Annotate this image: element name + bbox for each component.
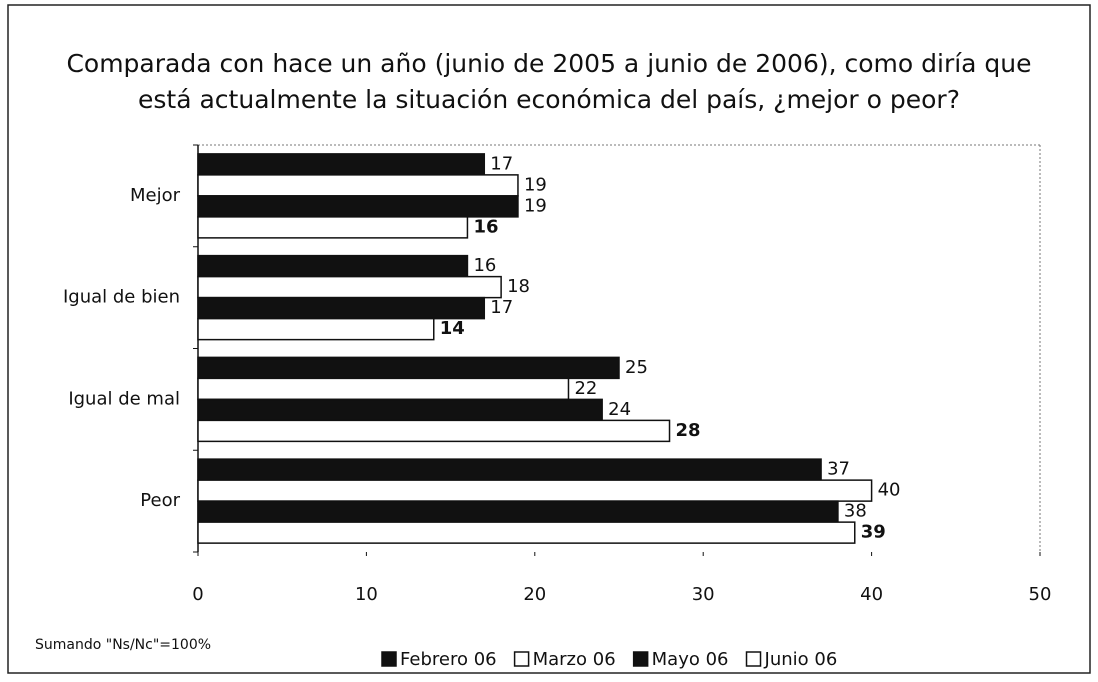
value-label: 37 (827, 459, 850, 480)
y-tick-label: Igual de bien (63, 287, 180, 308)
value-label: 40 (878, 480, 901, 501)
x-tick-label: 10 (355, 584, 378, 605)
x-tick-label: 20 (523, 584, 546, 605)
bar (197, 254, 469, 278)
value-label: 39 (861, 522, 886, 543)
value-label: 19 (524, 174, 547, 195)
legend-label: Mayo 06 (652, 649, 729, 670)
x-tick-label: 40 (860, 584, 883, 605)
value-label: 24 (608, 399, 631, 420)
bar (197, 398, 603, 422)
legend-swatch (381, 651, 397, 667)
legend-label: Junio 06 (764, 649, 838, 670)
value-label: 16 (473, 255, 496, 276)
legend-swatch (745, 651, 762, 667)
value-label: 14 (440, 318, 465, 339)
legend-swatch (513, 651, 530, 667)
value-label: 28 (676, 420, 701, 441)
bar (197, 195, 519, 218)
chart-title: Comparada con hace un año (junio de 2005… (66, 49, 1031, 78)
legend-swatch (632, 651, 649, 667)
bar (197, 479, 873, 502)
frame (7, 4, 1091, 674)
bar (197, 419, 671, 443)
value-label: 38 (844, 501, 867, 522)
note: Sumando "Ns/Nc"=100% (35, 637, 211, 653)
bar (197, 153, 486, 176)
bar (197, 356, 620, 380)
bar (197, 296, 486, 320)
bar (197, 521, 856, 544)
x-tick-label: 50 (1029, 584, 1052, 605)
bar (197, 174, 519, 197)
y-tick-label: Peor (140, 490, 180, 511)
bar (197, 458, 822, 481)
bar (197, 377, 570, 401)
y-tick-label: Igual de mal (68, 388, 180, 409)
legend-label: Febrero 06 (400, 649, 497, 670)
bar (197, 216, 469, 239)
value-label: 17 (490, 153, 513, 174)
value-label: 16 (473, 216, 498, 237)
x-tick-label: 30 (692, 584, 715, 605)
value-label: 22 (574, 378, 597, 399)
bar (197, 317, 435, 341)
bar (197, 500, 839, 523)
chart-subtitle: está actualmente la situación económica … (138, 85, 960, 114)
value-label: 17 (490, 297, 513, 318)
y-tick-label: Mejor (130, 185, 181, 206)
value-label: 18 (507, 276, 530, 297)
legend-label: Marzo 06 (533, 649, 616, 670)
bar (197, 275, 502, 299)
value-label: 25 (625, 357, 648, 378)
x-tick-label: 0 (192, 584, 203, 605)
value-label: 19 (524, 195, 547, 216)
